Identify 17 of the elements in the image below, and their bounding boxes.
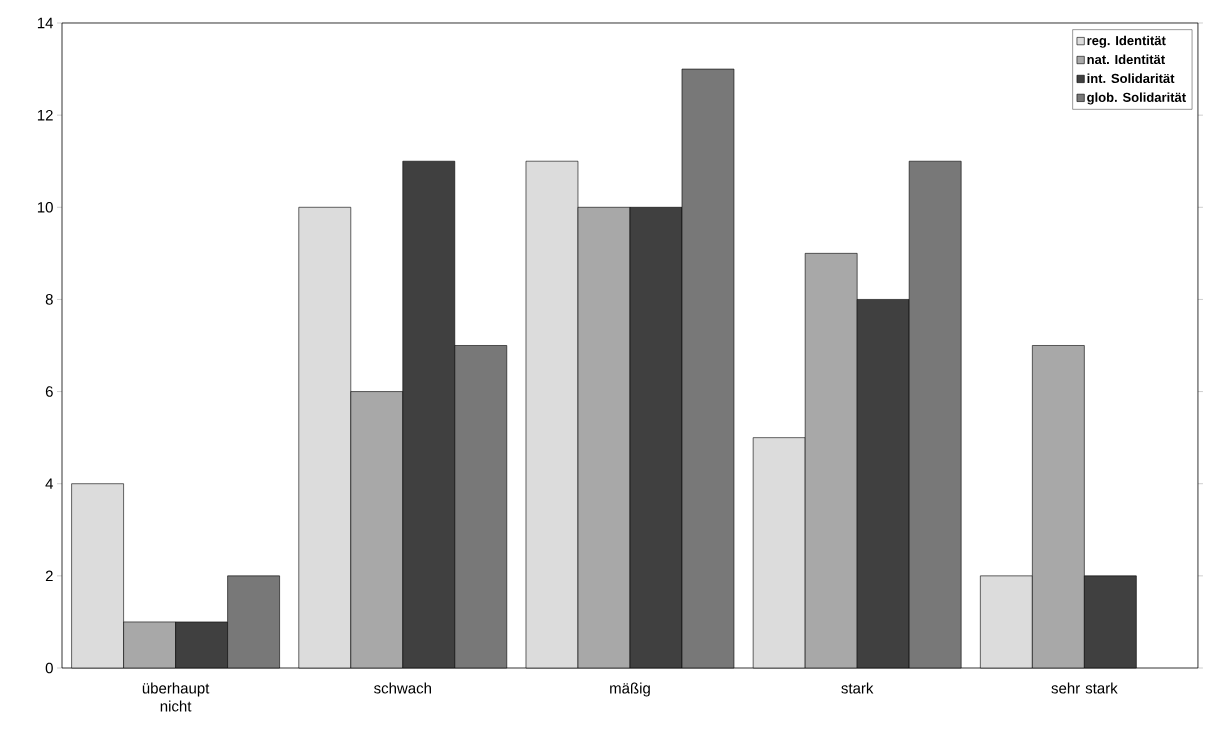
- y-tick-label: 0: [45, 662, 53, 674]
- x-tick-label: überhaupt nicht: [142, 682, 210, 712]
- legend-label: int. Solidarität: [1087, 73, 1175, 84]
- y-tick-label: 8: [45, 294, 53, 305]
- legend-label: glob. Solidarität: [1087, 92, 1186, 105]
- x-tick-label: sehr stark: [1051, 682, 1118, 694]
- x-tick-label: mäßig: [610, 682, 650, 697]
- y-tick-label: 6: [45, 386, 53, 397]
- y-tick-label: 14: [37, 17, 54, 29]
- legend-label: nat. Identität: [1087, 54, 1165, 65]
- y-tick-label: 12: [37, 109, 53, 121]
- y-tick-label: 4: [45, 478, 54, 489]
- legend-label: reg. Identität: [1087, 35, 1166, 48]
- x-tick-label: schwach: [374, 682, 431, 694]
- y-tick-label: 2: [45, 570, 53, 582]
- y-tick-label: 10: [37, 201, 53, 213]
- x-tick-label: stark: [841, 682, 874, 694]
